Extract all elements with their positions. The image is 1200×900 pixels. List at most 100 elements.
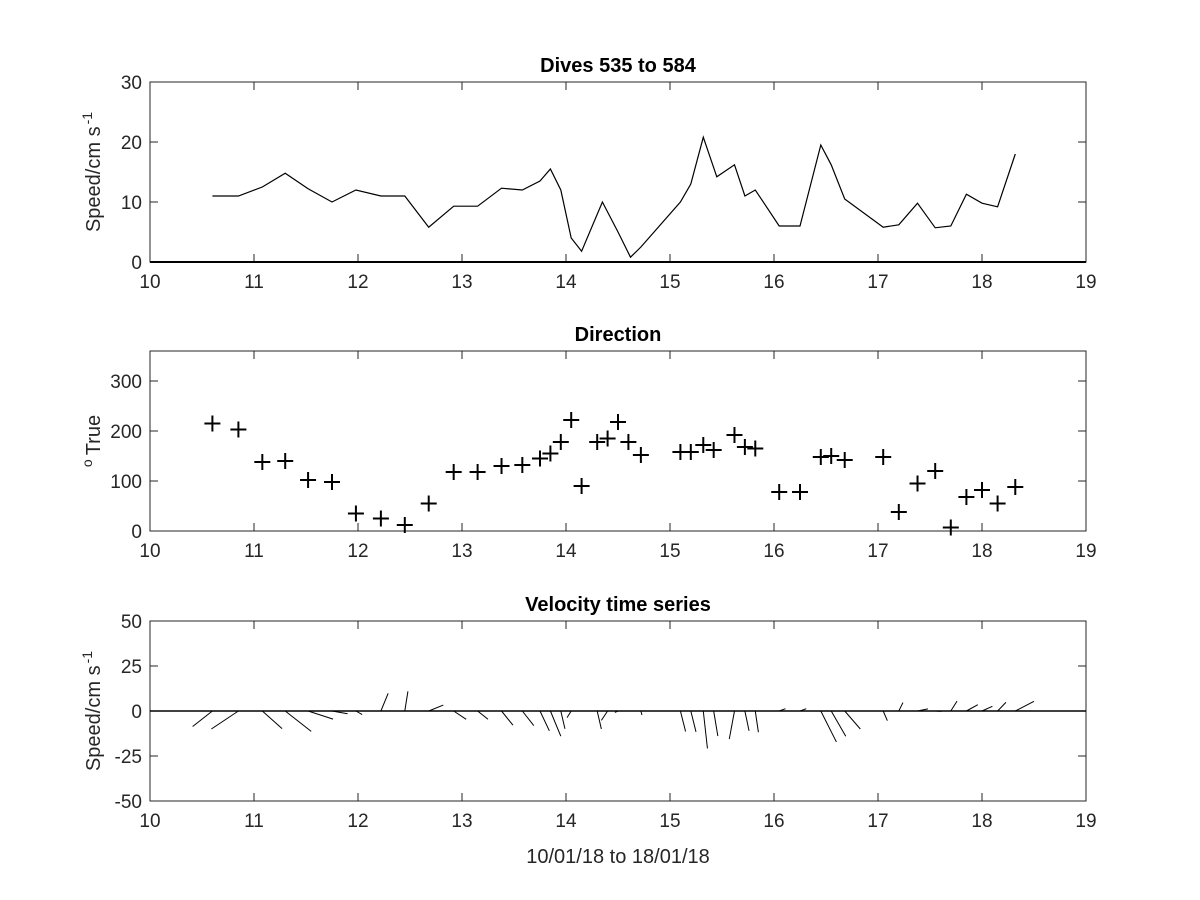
velocity-stick	[380, 693, 389, 712]
x-tick-label: 16	[763, 541, 784, 562]
direction-point	[445, 464, 462, 480]
direction-point	[682, 444, 699, 460]
direction-point	[792, 484, 808, 500]
y-axis-label: o True	[79, 415, 105, 467]
velocity-stick	[331, 710, 348, 715]
direction-panel: 10 11 12 13 14 15 16 17 18 19 0 100 200 300 Direction o…	[79, 324, 1097, 562]
direction-point	[695, 437, 712, 453]
x-tick-label: 11	[244, 811, 264, 832]
speed-series-line	[212, 135, 1016, 259]
x-tick-label: 13	[451, 811, 472, 832]
direction-point	[632, 447, 649, 463]
y-axis-label-text: Speed/cm s	[83, 126, 105, 232]
x-tick-label: 17	[867, 811, 888, 832]
direction-point	[552, 434, 569, 450]
direction-point	[610, 414, 626, 430]
velocity-stick	[744, 710, 750, 731]
y-axis-label-sup: -1	[79, 651, 95, 664]
velocity-stick	[713, 710, 719, 737]
velocity-stick	[844, 710, 861, 730]
x-axis-label: 10/01/18 to 18/01/18	[526, 846, 710, 868]
y-tick-label: 30	[121, 73, 142, 94]
chart-title: Velocity time series	[525, 594, 711, 616]
direction-point	[347, 505, 364, 522]
velocity-stick	[428, 704, 444, 712]
x-tick-label: 15	[659, 541, 680, 562]
x-tick-label: 17	[867, 272, 888, 293]
y-axis-label-sup: o	[79, 459, 95, 467]
velocity-stick	[501, 710, 514, 726]
direction-point	[599, 430, 616, 447]
x-tick-label: 19	[1075, 541, 1096, 562]
velocity-stick	[261, 710, 283, 730]
direction-point	[563, 412, 580, 428]
velocity-stick	[307, 710, 334, 720]
velocity-stick	[779, 708, 786, 712]
velocity-stick	[917, 708, 929, 712]
direction-point	[324, 474, 340, 490]
velocity-stick	[192, 710, 213, 727]
x-tick-label: 13	[451, 541, 472, 562]
y-tick-label: 200	[110, 422, 142, 443]
velocity-panel: 10 11 12 13 14 15 16 17 18 19 -50 -25 0 25 50 Velocity …	[79, 594, 1097, 868]
velocity-stick	[560, 710, 566, 729]
velocity-stick	[539, 710, 550, 732]
velocity-stick	[404, 691, 409, 712]
direction-point	[909, 475, 926, 492]
x-tick-label: 15	[659, 272, 680, 293]
direction-point	[532, 450, 548, 467]
velocity-stick	[640, 710, 643, 716]
y-tick-label: 300	[110, 372, 142, 393]
x-tick-label: 12	[347, 272, 368, 293]
direction-point	[277, 453, 294, 469]
velocity-stick	[702, 710, 708, 749]
direction-point	[974, 482, 990, 498]
velocity-stick	[898, 702, 904, 712]
velocity-stick	[211, 710, 239, 730]
velocity-stick	[477, 710, 489, 720]
velocity-stick	[950, 700, 958, 712]
velocity-stick	[997, 702, 1007, 712]
y-axis-label-text: True	[83, 415, 105, 455]
direction-point	[747, 440, 764, 457]
x-tick-label: 17	[867, 541, 888, 562]
velocity-stick	[820, 710, 837, 743]
x-tick-label: 10	[139, 272, 160, 293]
y-tick-label: 0	[131, 253, 142, 274]
direction-point	[736, 439, 753, 455]
y-tick-label: 0	[131, 522, 142, 543]
velocity-stick	[549, 710, 562, 737]
direction-point	[542, 445, 559, 462]
y-tick-label: 20	[121, 133, 142, 154]
x-tick-label: 15	[659, 811, 680, 832]
direction-point	[230, 421, 247, 438]
velocity-stick	[355, 710, 363, 716]
x-tick-label: 19	[1075, 272, 1096, 293]
x-tick-label: 13	[451, 272, 472, 293]
direction-point	[589, 434, 606, 450]
x-tick-label: 10	[139, 811, 160, 832]
y-tick-label: 0	[131, 702, 142, 723]
direction-point	[836, 452, 853, 468]
velocity-stick	[799, 708, 807, 712]
x-tick-label: 14	[555, 541, 577, 562]
direction-point	[890, 504, 907, 520]
x-tick-label: 18	[971, 272, 992, 293]
velocity-stick	[679, 710, 687, 732]
y-axis-label: Speed/cm s-1	[79, 112, 105, 232]
x-tick-label: 11	[244, 272, 264, 293]
velocity-stick	[882, 710, 888, 721]
direction-point	[254, 454, 271, 470]
y-tick-label: 25	[121, 657, 142, 678]
direction-point	[573, 478, 590, 494]
x-tick-label: 12	[347, 811, 368, 832]
direction-point	[396, 517, 413, 533]
y-axis-label-sup: -1	[79, 112, 95, 125]
direction-point	[620, 434, 637, 450]
direction-point	[493, 458, 510, 474]
x-tick-label: 10	[139, 541, 160, 562]
direction-point	[771, 484, 788, 500]
velocity-stick	[614, 710, 619, 713]
velocity-stick	[600, 710, 609, 721]
